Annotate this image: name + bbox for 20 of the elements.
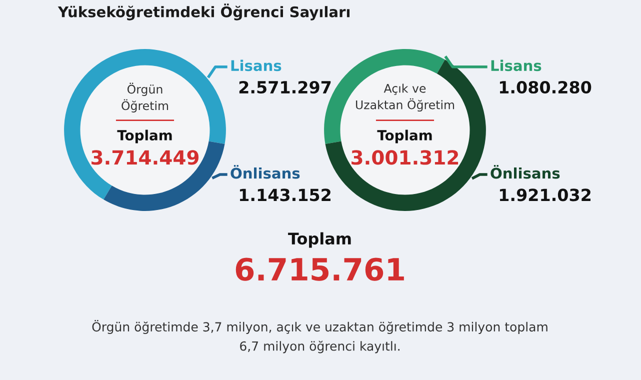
text: Toplam	[117, 130, 172, 144]
slice-label: Lisans	[491, 60, 542, 72]
text: Toplam	[288, 232, 351, 248]
slice-label: Önlisans	[230, 165, 300, 179]
data-label: 1.921.032	[500, 188, 590, 202]
slice-label: Lisans	[231, 60, 282, 72]
text: Açık ve Uzaktan Öğretim	[356, 84, 454, 112]
text: 3.001.312	[352, 150, 458, 165]
text: Yükseköğretimdeki Öğrenci Sayıları	[58, 4, 350, 20]
text: 3.714.449	[92, 150, 198, 165]
text: Örgün öğretimde 3,7 milyon, açık ve uzaktan öğretimde 3 milyon toplam	[92, 320, 548, 334]
data-label: 1.080.280	[500, 80, 592, 94]
slice-label: Önlisans	[490, 165, 560, 179]
data-label: 1.143.152	[240, 188, 330, 202]
text: 6.715.761	[236, 258, 404, 281]
data-label: 2.571.297	[239, 80, 331, 94]
text: Örgün Öğretim	[122, 82, 168, 112]
text: Toplam	[377, 130, 432, 144]
donut-slice	[64, 49, 226, 200]
text: 6,7 milyon öğrenci kayıtlı.	[240, 340, 400, 354]
